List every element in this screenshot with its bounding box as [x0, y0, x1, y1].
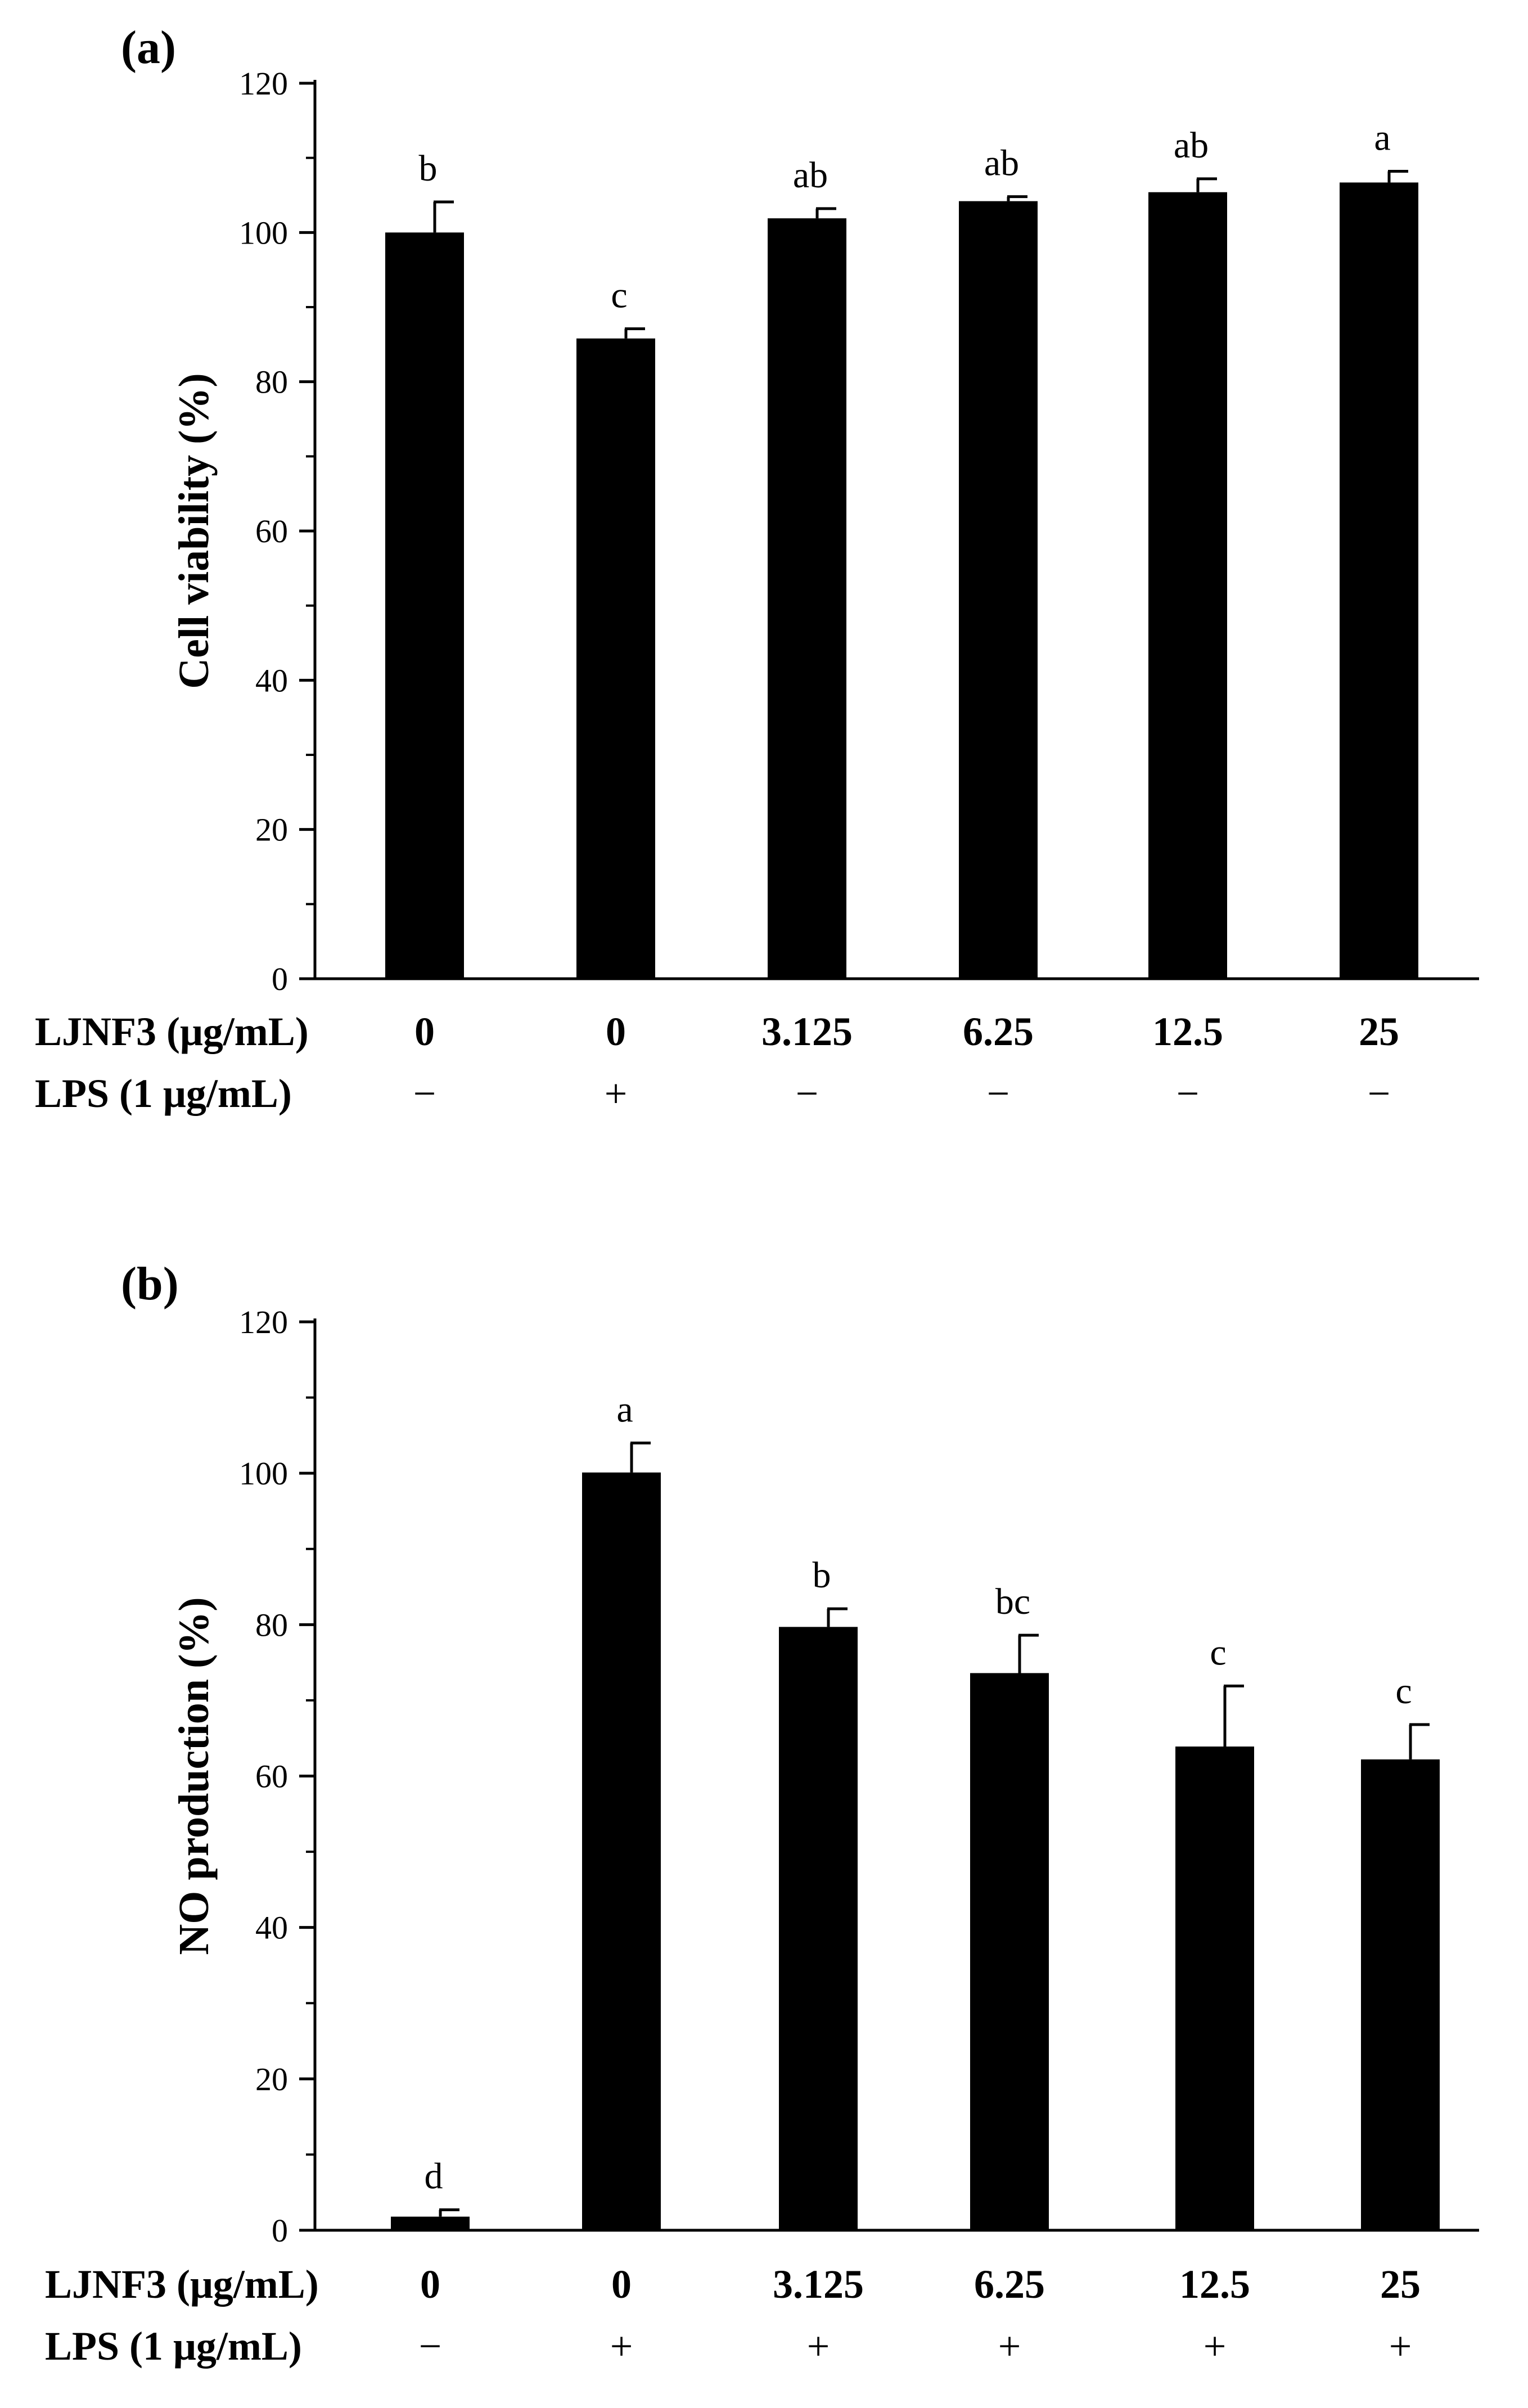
bar — [1148, 192, 1227, 979]
bar — [1361, 1759, 1440, 2230]
bar — [970, 1673, 1049, 2230]
significance-letter: b — [813, 1555, 831, 1596]
y-tick-label: 120 — [239, 1304, 288, 1340]
lps-sign: + — [605, 1071, 628, 1116]
y-tick-label: 20 — [255, 2061, 288, 2098]
x-category-label: 0 — [414, 1009, 435, 1054]
significance-letter: ab — [793, 155, 828, 196]
lps-sign: − — [1368, 1071, 1391, 1116]
lps-sign: − — [413, 1071, 436, 1116]
bar — [385, 232, 464, 979]
significance-letter: c — [1395, 1671, 1412, 1712]
chart-panel-a: (a) 0 20 40 60 80 100 120 Cell viability (%) b c ab… — [35, 21, 1479, 1116]
lps-sign: − — [987, 1071, 1010, 1116]
significance-letter: b — [419, 148, 438, 189]
significance-letter: c — [1210, 1632, 1226, 1673]
y-tick-label: 100 — [239, 1455, 288, 1492]
y-tick-label: 60 — [255, 513, 288, 550]
y-tick-label: 0 — [272, 961, 288, 997]
y-tick-label: 80 — [255, 364, 288, 400]
lps-row-label: LPS (1 μg/mL) — [45, 2324, 302, 2369]
bar — [576, 338, 655, 979]
lps-sign: − — [796, 1071, 819, 1116]
treatment-row-label: LJNF3 (μg/mL) — [35, 1009, 309, 1054]
x-category-label: 3.125 — [773, 2262, 864, 2307]
x-category-label: 6.25 — [974, 2262, 1045, 2307]
y-tick-label: 20 — [255, 812, 288, 848]
y-tick-label: 40 — [255, 662, 288, 699]
significance-letter: d — [425, 2156, 443, 2197]
panel-label: (b) — [121, 1258, 179, 1310]
x-category-label: 12.5 — [1152, 1009, 1223, 1054]
significance-letter: a — [1374, 118, 1390, 159]
y-tick-label: 100 — [239, 214, 288, 251]
y-axis-title: NO production (%) — [170, 1597, 218, 1955]
x-category-label: 0 — [606, 1009, 626, 1054]
bar — [582, 1472, 661, 2230]
lps-sign: + — [807, 2324, 830, 2369]
y-tick-label: 120 — [239, 65, 288, 102]
treatment-row-label: LJNF3 (μg/mL) — [45, 2262, 319, 2307]
x-category-label: 0 — [611, 2262, 632, 2307]
bar — [959, 201, 1038, 979]
lps-row-label: LPS (1 μg/mL) — [35, 1071, 292, 1116]
bar — [768, 218, 846, 979]
bar — [1175, 1747, 1254, 2230]
significance-letter: a — [616, 1389, 633, 1430]
y-tick-label: 80 — [255, 1606, 288, 1643]
significance-letter: c — [611, 274, 627, 316]
y-tick-label: 40 — [255, 1910, 288, 1946]
lps-sign: − — [419, 2324, 442, 2369]
x-category-label: 12.5 — [1179, 2262, 1250, 2307]
significance-letter: bc — [995, 1581, 1030, 1622]
x-category-label: 3.125 — [761, 1009, 853, 1054]
significance-letter: ab — [1174, 125, 1209, 166]
bar — [391, 2216, 470, 2230]
lps-sign: − — [1177, 1071, 1200, 1116]
x-category-label: 25 — [1359, 1009, 1399, 1054]
x-category-label: 25 — [1380, 2262, 1421, 2307]
significance-letter: ab — [984, 143, 1019, 184]
chart-panel-b: (b) 0 20 40 60 80 100 120 NO production (%) d a b bc… — [45, 1258, 1479, 2369]
y-tick-label: 0 — [272, 2212, 288, 2249]
panel-label: (a) — [121, 21, 176, 74]
x-category-label: 6.25 — [963, 1009, 1034, 1054]
y-axis-title: Cell viability (%) — [170, 373, 218, 689]
x-category-label: 0 — [420, 2262, 440, 2307]
bar — [779, 1627, 858, 2230]
lps-sign: + — [1204, 2324, 1227, 2369]
y-tick-label: 60 — [255, 1758, 288, 1795]
lps-sign: + — [1389, 2324, 1412, 2369]
bar — [1340, 182, 1418, 979]
lps-sign: + — [610, 2324, 633, 2369]
lps-sign: + — [998, 2324, 1021, 2369]
